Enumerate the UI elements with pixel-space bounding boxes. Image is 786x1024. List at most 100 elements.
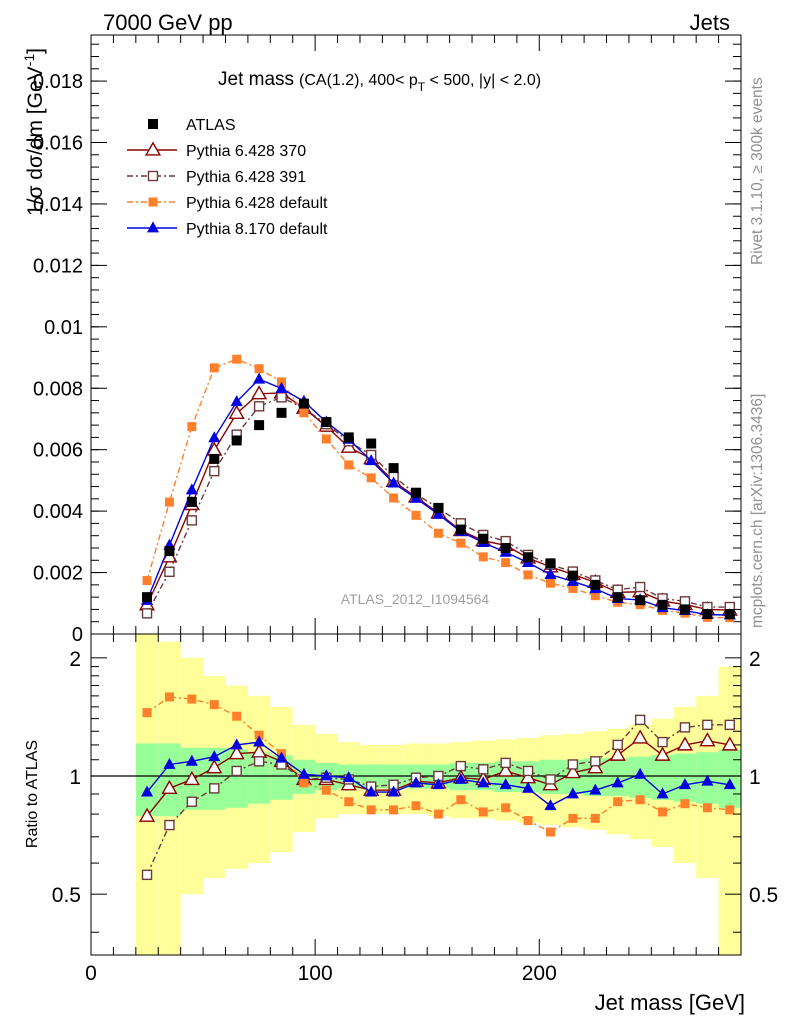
ratio-series-marker: [185, 754, 198, 766]
ratio-series-marker: [724, 719, 735, 731]
y-tick-label: 0.004: [33, 501, 83, 523]
atlas-data-point: [231, 435, 242, 446]
main-series-group: [138, 354, 738, 623]
main-series-marker: [411, 510, 421, 520]
ratio-series-marker: [228, 745, 245, 760]
ratio-y-label: Ratio to ATLAS: [24, 740, 41, 848]
main-series-marker: [590, 591, 600, 601]
legend-label: Pythia 6.428 391: [186, 169, 306, 186]
ratio-series-marker: [523, 816, 533, 826]
ratio-inner-band: [225, 749, 248, 808]
ratio-series-marker: [366, 805, 376, 815]
ratio-series-marker: [140, 785, 154, 797]
ratio-series-marker: [454, 772, 467, 784]
ratio-series-marker: [699, 732, 716, 747]
header-left: 7000 GeV pp: [103, 10, 233, 35]
ratio-series-marker: [497, 762, 514, 777]
ratio-series-marker: [564, 764, 581, 779]
main-series-marker: [228, 404, 245, 420]
ratio-inner-band: [673, 753, 697, 802]
rivet-label: Rivet 3.1.10, ≥ 300k events: [749, 77, 766, 265]
main-series-marker: [321, 434, 331, 444]
ratio-series-marker: [658, 807, 668, 817]
ratio-series-marker: [455, 760, 467, 772]
main-series-marker: [253, 372, 266, 384]
ratio-series-marker: [499, 778, 512, 790]
main-panel: 0 0.002 0.004 0.006 0.008 0.01 0.012 0.014 0.016…: [21, 34, 742, 646]
main-series-marker: [142, 576, 152, 586]
ratio-series-marker: [634, 714, 646, 726]
main-series-marker: [275, 381, 288, 393]
main-series-marker: [208, 431, 221, 443]
ratio-series-marker: [477, 776, 490, 788]
ratio-series-marker: [187, 694, 197, 704]
ratio-inner-band: [584, 758, 607, 796]
ratio-series-marker: [433, 809, 443, 819]
ratio-tick-label: 0.5: [52, 884, 81, 907]
ratio-series-marker: [612, 739, 623, 751]
atlas-data-point: [545, 558, 556, 569]
plot-title-main: Jet mass: [218, 69, 294, 90]
ratio-series-marker: [209, 700, 219, 710]
y-axis-label-sup: -1: [21, 54, 37, 67]
ratio-series-marker: [142, 708, 152, 718]
main-series-marker: [387, 476, 400, 488]
main-series-marker: [187, 422, 197, 432]
legend-label: Pythia 8.170 default: [186, 221, 328, 238]
main-series-marker: [276, 392, 287, 403]
ratio-series-marker: [522, 781, 535, 793]
atlas-data-point: [321, 417, 332, 428]
ratio-inner-band: [203, 747, 226, 810]
ratio-tick-label-right: 2: [749, 648, 761, 671]
ratio-uncertainty-bands: [91, 634, 741, 955]
ratio-series-marker: [164, 819, 175, 831]
ratio-series-marker: [141, 869, 153, 881]
plot-title: Jet mass (CA(1.2), 400< pT < 500, |y| < 2…: [218, 69, 541, 94]
ratio-series-marker: [678, 778, 692, 790]
ratio-series-marker: [320, 769, 333, 781]
main-series-marker: [164, 497, 174, 507]
main-series-marker: [389, 493, 399, 503]
main-series-marker: [277, 377, 287, 387]
ratio-series-marker: [365, 785, 378, 797]
header-right: Jets: [690, 10, 730, 35]
main-series-marker: [501, 558, 511, 568]
legend-marker: [148, 197, 158, 207]
ratio-series-marker: [680, 799, 690, 809]
ratio-series-marker: [342, 771, 355, 783]
atlas-data-point: [186, 496, 197, 507]
y-tick-label: 0.014: [33, 194, 83, 216]
ratio-series-marker: [568, 813, 578, 823]
ratio-inner-band: [135, 743, 159, 817]
main-series-marker: [209, 465, 220, 477]
x-tick-label: 200: [522, 962, 557, 985]
ratio-series-group: [138, 692, 738, 881]
main-series-marker: [209, 363, 219, 373]
main-series-marker: [478, 552, 488, 562]
ratio-series-marker: [656, 787, 669, 799]
atlas-data-point: [164, 546, 175, 557]
ratio-series-marker: [501, 803, 511, 813]
ratio-series-marker: [344, 797, 354, 807]
main-axis-ticks: 0 0.002 0.004 0.006 0.008 0.01 0.012 0.014 0.016…: [33, 35, 742, 646]
main-series-marker: [186, 515, 198, 526]
ratio-series-marker: [230, 738, 243, 750]
atlas-data-point: [567, 570, 578, 581]
legend-marker-atlas: [148, 119, 158, 129]
ratio-series-marker: [161, 779, 178, 795]
analysis-watermark: ATLAS_2012_I1094564: [341, 591, 490, 607]
ratio-series-marker: [478, 764, 489, 775]
ratio-panel: 0.5 0.5 1 1 2 2 0 100 200 Ratio to ATLAS Jet mas…: [24, 633, 778, 1015]
atlas-data-point: [433, 503, 444, 514]
plot-title-cut-pre: (CA(1.2), 400< p: [299, 72, 418, 89]
main-series-marker: [365, 454, 378, 466]
atlas-data-point: [209, 453, 220, 464]
ratio-series-marker: [500, 757, 511, 769]
ratio-series-marker: [231, 765, 242, 777]
ratio-series-marker: [609, 746, 626, 761]
main-series-marker: [164, 566, 175, 577]
ratio-series-marker: [299, 778, 309, 788]
ratio-series-marker: [725, 805, 735, 815]
ratio-series-marker: [478, 807, 488, 817]
ratio-tick-label: 2: [69, 648, 81, 671]
